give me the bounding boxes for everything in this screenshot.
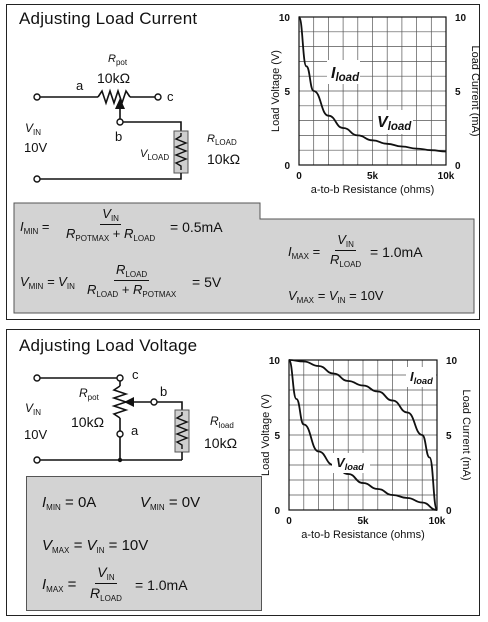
bottom-vmax: VMAX = VIN = 10V	[42, 537, 149, 555]
bottom-rload-value: 10kΩ	[204, 435, 238, 451]
top-imin-result: = 0.5mA	[170, 219, 223, 235]
top-vload-label: VLOAD	[140, 148, 170, 162]
top-imax-result: = 1.0mA	[370, 244, 423, 260]
top-vin-value: 10V	[24, 140, 48, 155]
top-vmin-fraction: RLOAD RLOAD + RPOTMAX	[87, 262, 177, 299]
bottom-vin-value: 10V	[24, 427, 48, 442]
top-imax-fraction: VIN RLOAD	[330, 232, 362, 269]
bottom-rload-label: Rload	[210, 414, 234, 430]
top-node-a: a	[76, 78, 84, 93]
top-imin-fraction: VIN RPOTMAX + RLOAD	[66, 206, 156, 243]
top-panel-title: Adjusting Load Current	[19, 9, 198, 28]
top-imin-lhs: IMIN =	[20, 219, 50, 236]
bottom-formula-box	[26, 476, 262, 611]
top-node-b: b	[115, 129, 123, 144]
top-rpot-value: 10kΩ	[97, 70, 131, 86]
bottom-vmin: VMIN = 0V	[140, 494, 201, 512]
bottom-node-a: a	[131, 423, 139, 438]
bottom-node-b: b	[160, 384, 168, 399]
bottom-panel-title: Adjusting Load Voltage	[19, 336, 198, 355]
bottom-imax-fraction: VIN RLOAD	[90, 564, 122, 603]
top-vmin-lhs: VMIN = VIN	[20, 274, 75, 291]
top-node-c: c	[167, 89, 174, 104]
top-vmax-formula: VMAX = VIN = 10V	[288, 288, 384, 305]
bottom-node-c: c	[132, 367, 139, 382]
top-rload-label: RLOAD	[207, 133, 237, 147]
bottom-rpot-value: 10kΩ	[71, 414, 105, 430]
top-rload-value: 10kΩ	[207, 151, 241, 167]
top-vin-label: VIN	[25, 121, 42, 137]
top-panel: Adjusting Load Current	[6, 4, 480, 320]
bottom-vin-label: VIN	[25, 401, 42, 417]
bottom-imin: IMIN = 0A	[42, 494, 97, 512]
top-rpot-label: Rpot	[108, 53, 128, 67]
top-imax-lhs: IMAX =	[288, 244, 321, 261]
top-vmin-result: = 5V	[192, 274, 222, 290]
bottom-imax-result: = 1.0mA	[135, 577, 188, 593]
bottom-rpot-label: Rpot	[79, 386, 99, 402]
bottom-imax-lhs: IMAX =	[42, 576, 77, 594]
